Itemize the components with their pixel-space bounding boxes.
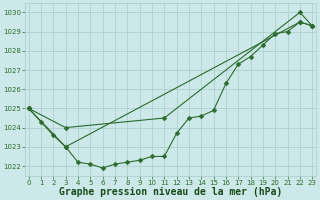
X-axis label: Graphe pression niveau de la mer (hPa): Graphe pression niveau de la mer (hPa): [59, 187, 282, 197]
